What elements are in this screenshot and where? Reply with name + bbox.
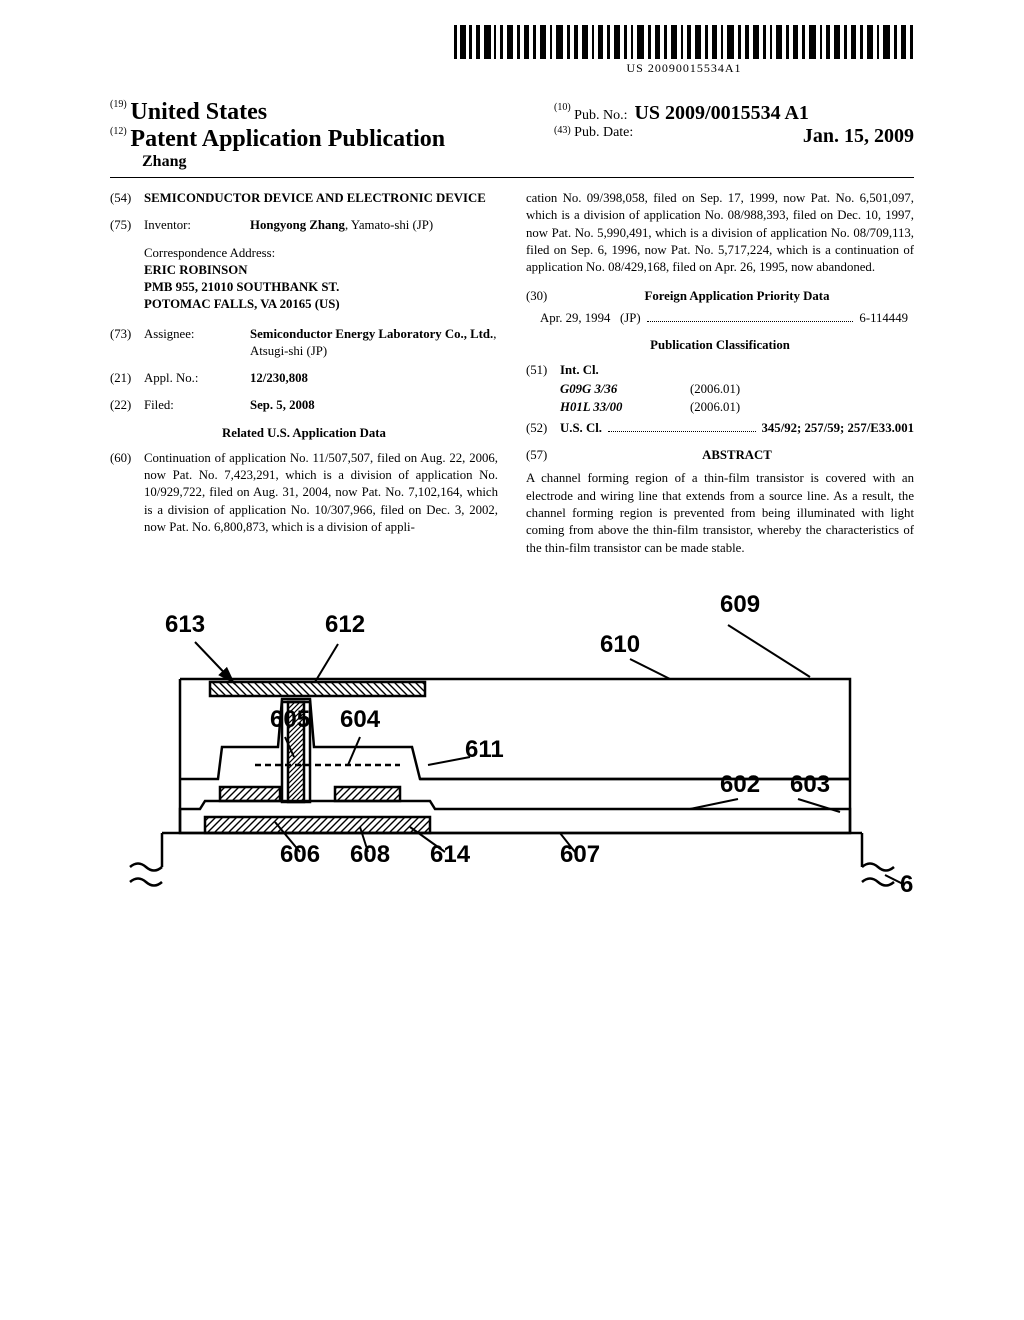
assignee-code: (73) [110,326,144,361]
foreign-heading: Foreign Application Priority Data [645,289,830,303]
intcl-code: (51) [526,362,560,379]
header-right: (10) Pub. No.: US 2009/0015534 A1 (43) P… [554,80,914,148]
intcl-label: Int. Cl. [560,363,599,377]
inventor-code: (75) [110,217,144,234]
country: United States [130,99,267,125]
pub-no: US 2009/0015534 A1 [634,102,808,124]
barcode-text: US 20090015534A1 [454,61,914,76]
continuation-text: Continuation of application No. 11/507,5… [144,450,498,536]
inventor-loc: , Yamato-shi (JP) [345,218,433,232]
figure-label-600: 600 [900,871,914,898]
filed-label: Filed: [144,397,250,414]
code-43: (43) [554,125,571,136]
bibliographic-data: (54) SEMICONDUCTOR DEVICE AND ELECTRONIC… [110,190,914,557]
figure-label-602: 602 [720,771,760,798]
invention-title: SEMICONDUCTOR DEVICE AND ELECTRONIC DEVI… [144,190,498,207]
figure-label-613: 613 [165,611,205,638]
foreign-code: (30) [526,288,560,305]
abstract-text: A channel forming region of a thin-film … [526,470,914,556]
code-10: (10) [554,102,571,113]
figure-label-614: 614 [430,841,471,868]
pub-date-label: Pub. Date: [574,125,633,140]
uscl-label: U.S. Cl. [560,421,602,435]
left-column: (54) SEMICONDUCTOR DEVICE AND ELECTRONIC… [110,190,498,557]
cont-code: (60) [110,450,144,536]
figure-label-611: 611 [465,736,504,763]
corr-label: Correspondence Address: [144,245,498,262]
figure-label-612: 612 [325,611,365,638]
uscl-value: 345/92; 257/59; 257/E33.001 [762,421,915,435]
related-data-heading: Related U.S. Application Data [110,425,498,442]
intcl-2: H01L 33/00 [560,399,690,416]
figure-label-610: 610 [600,631,640,658]
code-12: (12) [110,126,127,137]
appl-code: (21) [110,370,144,387]
uscl-code: (52) [526,420,560,437]
intcl-1: G09G 3/36 [560,381,690,398]
foreign-date: Apr. 29, 1994 [540,311,610,325]
inventor-label: Inventor: [144,217,250,234]
appl-label: Appl. No.: [144,370,250,387]
code-19: (19) [110,99,127,110]
inventor-name: Hongyong Zhang [250,218,345,232]
filed-code: (22) [110,397,144,414]
abstract-code: (57) [526,447,560,464]
header: (19) United States (12) Patent Applicati… [110,80,914,178]
corr-line1: ERIC ROBINSON [144,263,247,277]
foreign-cc: (JP) [620,311,641,325]
intcl-2-ver: (2006.01) [690,399,740,416]
barcode-svg [454,25,914,59]
patent-figure: 600 602 603 604 605 606 607 608 609 610 611 612 613 6… [110,587,914,917]
figure-label-605: 605 [270,706,310,733]
right-column: cation No. 09/398,058, filed on Sep. 17,… [526,190,914,557]
assignee-name: Semiconductor Energy Laboratory Co., Ltd… [250,327,493,341]
pub-no-label: Pub. No.: [574,108,627,123]
abstract-heading: ABSTRACT [702,448,772,462]
title-code: (54) [110,190,144,207]
header-left: (19) United States (12) Patent Applicati… [110,99,445,171]
doc-type: Patent Application Publication [130,126,445,152]
intcl-1-ver: (2006.01) [690,381,740,398]
figure-label-608: 608 [350,841,390,868]
figure-label-604: 604 [340,706,381,733]
figure-label-607: 607 [560,841,600,868]
figure-label-609: 609 [720,591,760,618]
figure-label-603: 603 [790,771,830,798]
pub-date: Jan. 15, 2009 [803,125,914,148]
corr-line3: POTOMAC FALLS, VA 20165 (US) [144,297,340,311]
foreign-no: 6-114449 [859,310,908,327]
correspondence-address: Correspondence Address: ERIC ROBINSON PM… [144,245,498,314]
filed-date: Sep. 5, 2008 [250,398,315,412]
barcode: US 20090015534A1 [454,25,914,76]
pubclass-heading: Publication Classification [526,337,914,354]
figure-label-606: 606 [280,841,320,868]
continuation-text-2: cation No. 09/398,058, filed on Sep. 17,… [526,190,914,276]
assignee-label: Assignee: [144,326,250,361]
author: Zhang [110,153,445,171]
barcode-region: US 20090015534A1 [110,25,914,76]
corr-line2: PMB 955, 21010 SOUTHBANK ST. [144,280,339,294]
appl-no: 12/230,808 [250,371,308,385]
